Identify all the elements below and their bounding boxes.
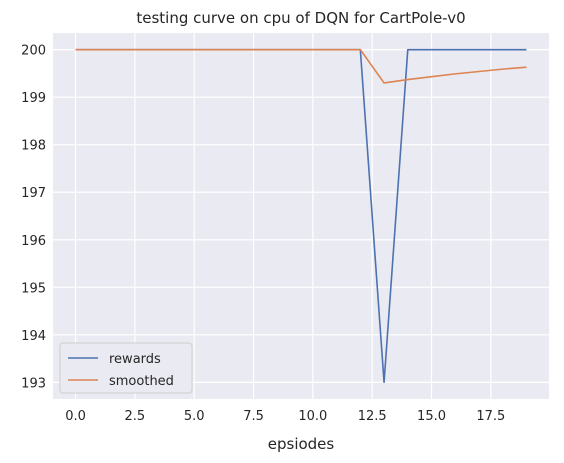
x-tick-label: 5.0 bbox=[184, 409, 205, 424]
x-tick-label: 0.0 bbox=[65, 409, 86, 424]
y-tick-label: 199 bbox=[21, 91, 46, 106]
plot-area bbox=[53, 33, 549, 399]
y-tick-label: 193 bbox=[21, 376, 46, 391]
x-tick-label: 7.5 bbox=[243, 409, 264, 424]
y-tick-label: 196 bbox=[21, 234, 46, 249]
x-axis-title: epsiodes bbox=[268, 435, 335, 453]
x-tick-label: 10.0 bbox=[298, 409, 327, 424]
legend-label-smoothed: smoothed bbox=[109, 374, 174, 389]
y-tick-label: 197 bbox=[21, 186, 46, 201]
y-tick-label: 195 bbox=[21, 281, 46, 296]
x-tick-label: 2.5 bbox=[125, 409, 146, 424]
chart-title: testing curve on cpu of DQN for CartPole… bbox=[136, 9, 465, 27]
y-tick-label: 198 bbox=[21, 139, 46, 154]
x-tick-label: 15.0 bbox=[417, 409, 446, 424]
legend-label-rewards: rewards bbox=[109, 352, 161, 367]
series-line-smoothed bbox=[75, 48, 527, 84]
x-tick-label: 12.5 bbox=[358, 409, 387, 424]
x-tick-labels: 0.0 2.5 5.0 7.5 10.0 12.5 15.0 17.5 bbox=[65, 409, 505, 424]
y-tick-label: 200 bbox=[21, 44, 46, 59]
series-lines bbox=[75, 48, 527, 384]
x-tick-label: 17.5 bbox=[476, 409, 505, 424]
y-tick-label: 194 bbox=[21, 329, 46, 344]
legend: rewards smoothed bbox=[59, 342, 193, 394]
y-tick-labels: 193 194 195 196 197 198 199 200 bbox=[21, 44, 46, 392]
